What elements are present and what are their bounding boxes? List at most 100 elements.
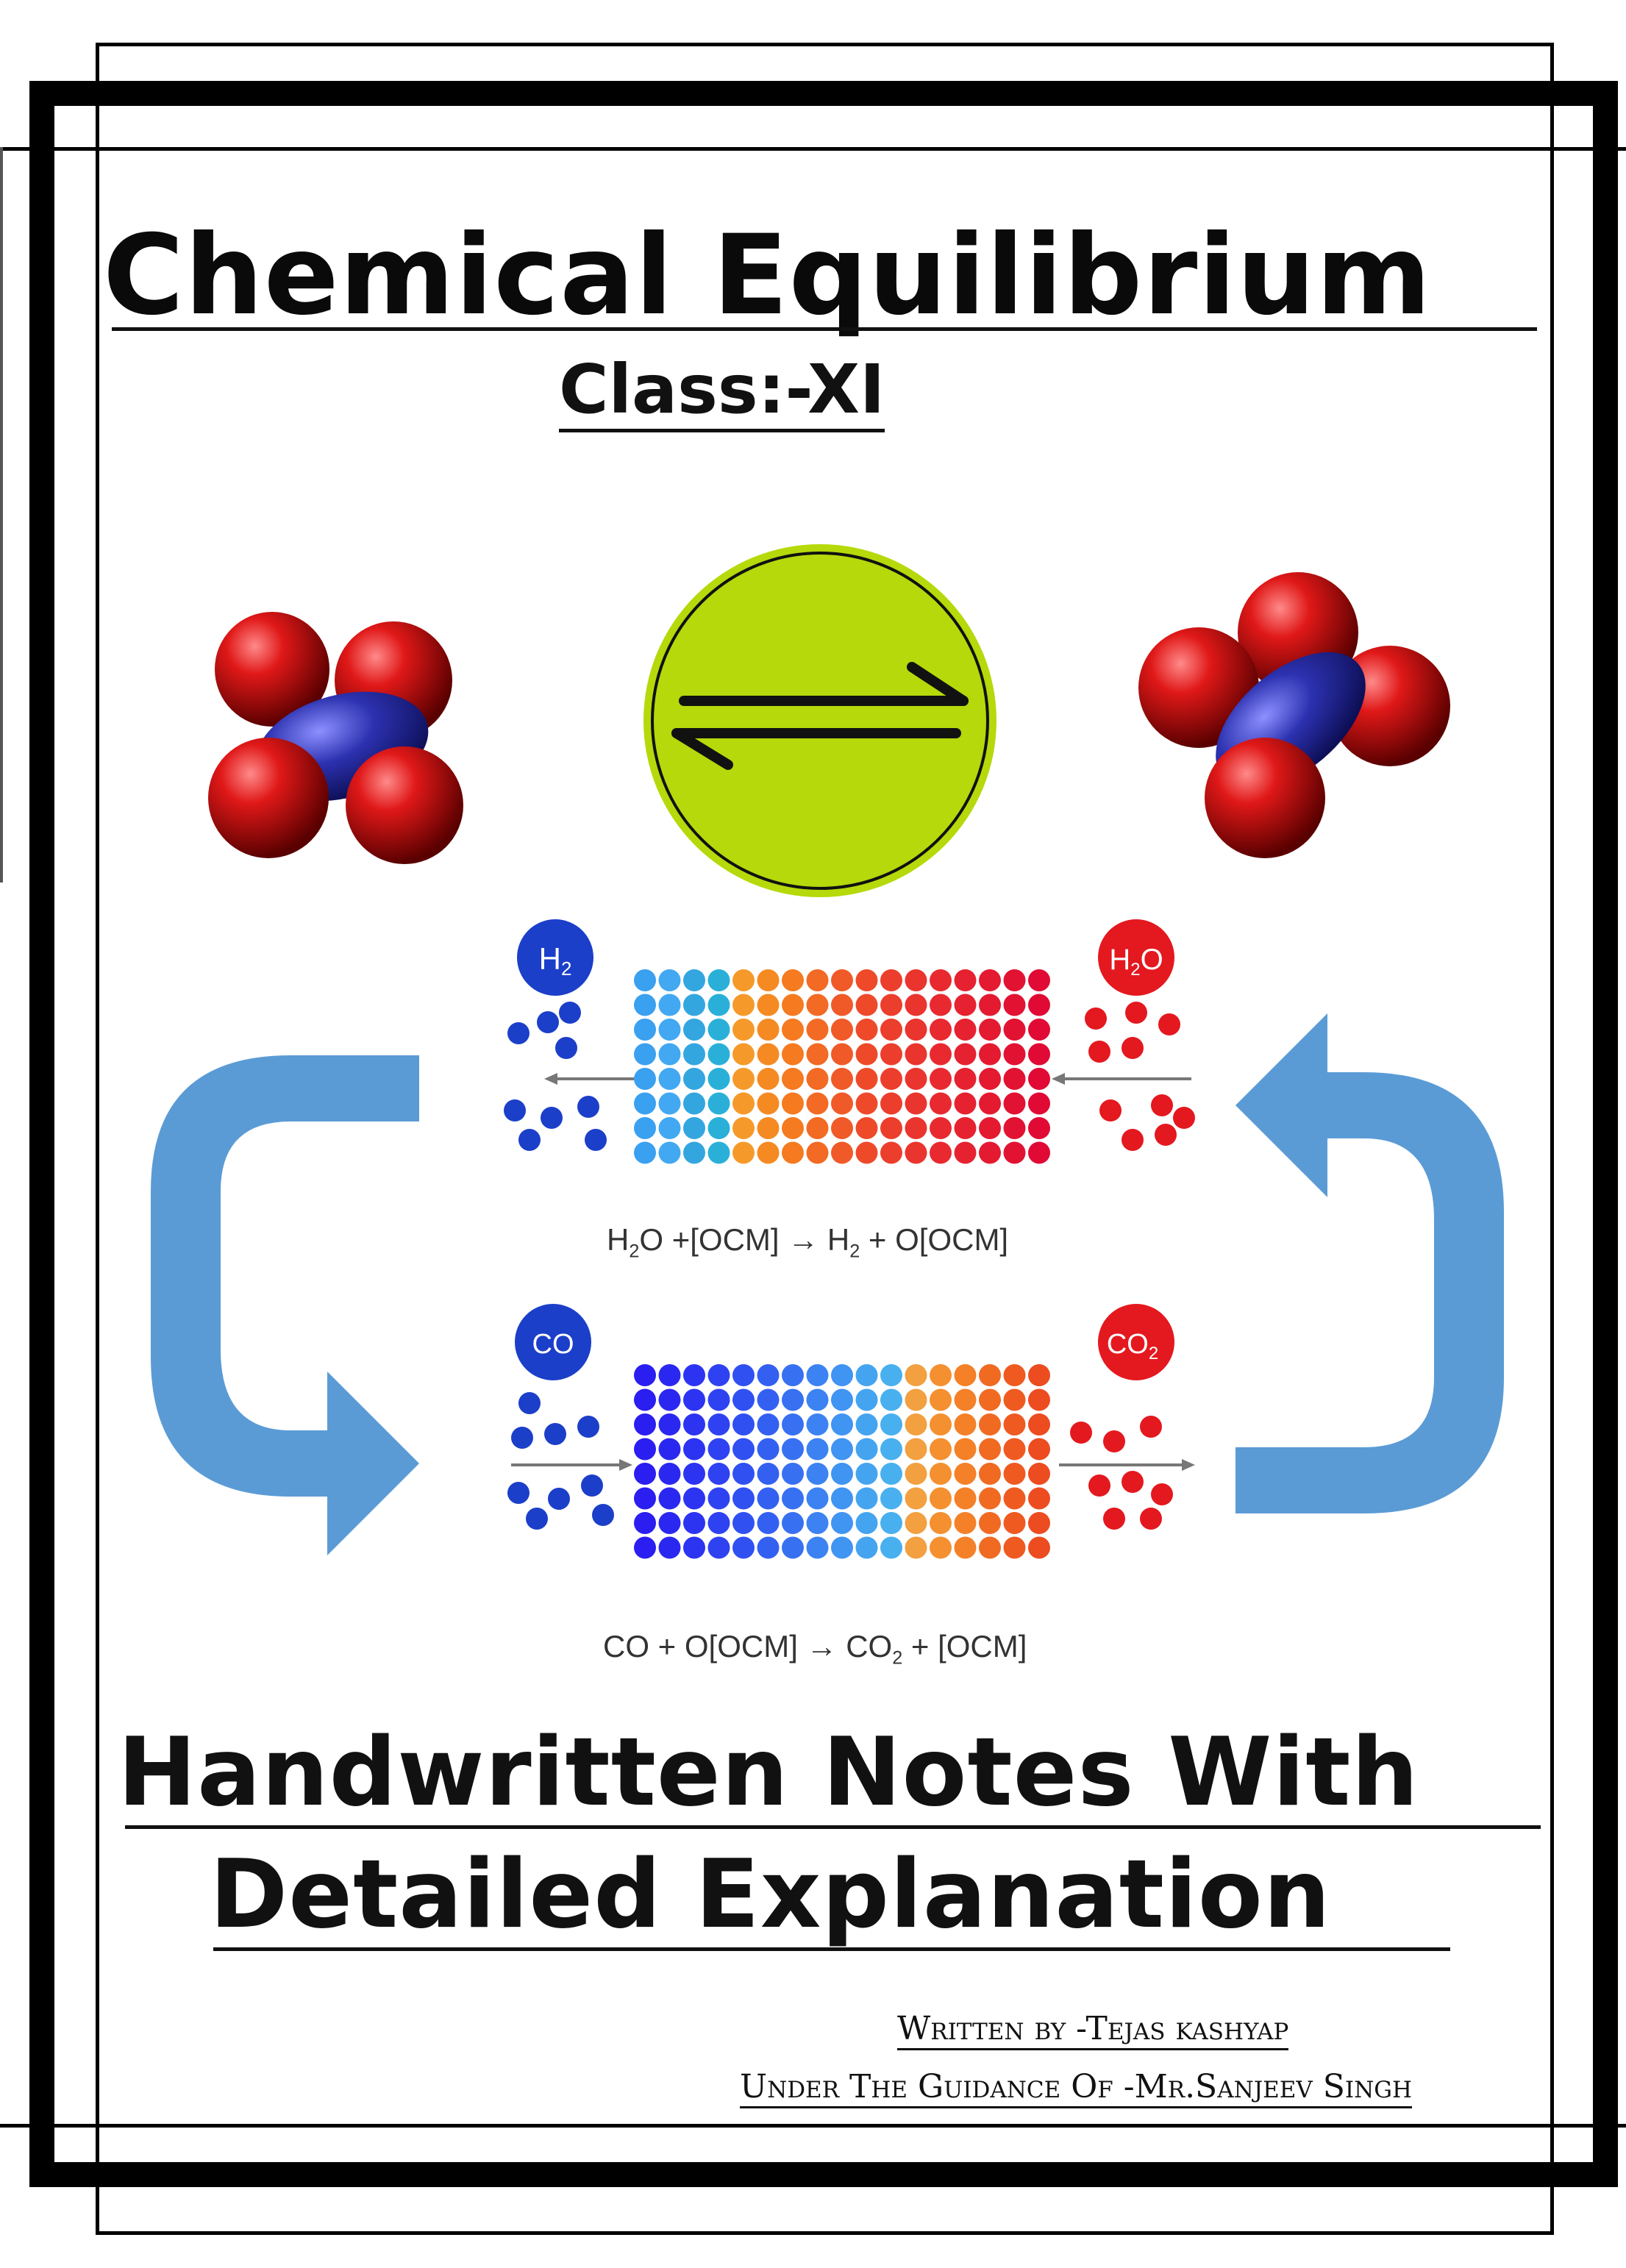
- grid-particle: [634, 969, 656, 991]
- grid-particle: [732, 1117, 755, 1139]
- grid-particle: [683, 1141, 705, 1164]
- grid-particle: [905, 1536, 927, 1559]
- grid-particle: [831, 1413, 853, 1436]
- grid-particle: [1003, 1438, 1026, 1461]
- grid-particle: [1028, 1487, 1050, 1510]
- grid-particle: [782, 1092, 804, 1115]
- grid-particle: [1028, 1438, 1050, 1461]
- grid-particle: [930, 1487, 952, 1510]
- grid-particle: [707, 1117, 730, 1139]
- grid-particle: [683, 1413, 705, 1436]
- grid-particle: [979, 1092, 1001, 1115]
- grid-particle: [634, 1388, 656, 1411]
- grid-particle: [1003, 1487, 1026, 1510]
- grid-particle: [634, 1117, 656, 1139]
- molecule-left-icon: [208, 612, 463, 864]
- grid-particle: [634, 1463, 656, 1485]
- grid-particle: [634, 1512, 656, 1534]
- grid-particle: [732, 1536, 755, 1559]
- frame-bottom-thin: [96, 2231, 1554, 2235]
- grid-particle: [757, 1438, 780, 1461]
- grid-particle: [757, 969, 780, 991]
- top-reaction-diagram: H2 H2O: [504, 919, 1195, 1164]
- headline-2-underline: [213, 1947, 1450, 1951]
- grid-particle: [757, 1068, 780, 1090]
- grid-particle: [1003, 1536, 1026, 1559]
- grid-particle: [831, 1141, 853, 1164]
- grid-particle: [855, 969, 878, 991]
- grid-particle: [954, 994, 977, 1016]
- grid-particle: [905, 1043, 927, 1066]
- grid-particle: [683, 1117, 705, 1139]
- grid-particle: [634, 1487, 656, 1510]
- grid-particle: [905, 1019, 927, 1041]
- top-particle-grid: [634, 969, 1050, 1164]
- grid-particle: [683, 1364, 705, 1386]
- grid-particle: [979, 1536, 1001, 1559]
- grid-particle: [782, 969, 804, 991]
- grid-particle: [930, 1536, 952, 1559]
- grid-particle: [880, 1141, 902, 1164]
- grid-particle: [707, 1413, 730, 1436]
- grid-particle: [683, 994, 705, 1016]
- bottom-reaction-diagram: CO CO2: [507, 1304, 1195, 1559]
- grid-particle: [979, 1388, 1001, 1411]
- grid-particle: [905, 1487, 927, 1510]
- grid-particle: [930, 1413, 952, 1436]
- grid-particle: [1028, 1536, 1050, 1559]
- grid-particle: [683, 1463, 705, 1485]
- grid-particle: [1028, 1512, 1050, 1534]
- grid-particle: [806, 1117, 829, 1139]
- molecule-right-icon: [1138, 572, 1450, 858]
- grid-particle: [683, 1388, 705, 1411]
- grid-particle: [683, 969, 705, 991]
- grid-particle: [806, 1463, 829, 1485]
- grid-particle: [658, 994, 681, 1016]
- grid-particle: [855, 994, 878, 1016]
- grid-particle: [806, 1536, 829, 1559]
- grid-particle: [806, 1438, 829, 1461]
- grid-particle: [1003, 969, 1026, 991]
- grid-particle: [930, 1043, 952, 1066]
- grid-particle: [880, 1019, 902, 1041]
- co2-particles: [1070, 1416, 1173, 1530]
- grid-particle: [732, 1413, 755, 1436]
- grid-particle: [1003, 1141, 1026, 1164]
- bottom-equation: CO + O[OCM] → CO2 + [OCM]: [603, 1629, 1027, 1669]
- grid-particle: [658, 1512, 681, 1534]
- headline-line-2: Detailed Explanation: [210, 1840, 1331, 1950]
- grid-particle: [1028, 1043, 1050, 1066]
- grid-particle: [831, 1512, 853, 1534]
- grid-particle: [782, 1413, 804, 1436]
- grid-particle: [658, 1019, 681, 1041]
- grid-particle: [683, 1068, 705, 1090]
- grid-particle: [1003, 994, 1026, 1016]
- grid-particle: [732, 969, 755, 991]
- grid-particle: [757, 1487, 780, 1510]
- grid-particle: [905, 1364, 927, 1386]
- grid-particle: [930, 1068, 952, 1090]
- grid-particle: [880, 1364, 902, 1386]
- grid-particle: [732, 1019, 755, 1041]
- grid-particle: [979, 1413, 1001, 1436]
- grid-particle: [905, 1092, 927, 1115]
- grid-particle: [954, 1092, 977, 1115]
- grid-particle: [880, 1536, 902, 1559]
- author-credit: Written by -Tejas kashyap: [897, 2010, 1289, 2050]
- grid-particle: [658, 1141, 681, 1164]
- grid-particle: [855, 1487, 878, 1510]
- grid-particle: [954, 1487, 977, 1510]
- grid-particle: [658, 1364, 681, 1386]
- grid-particle: [855, 1117, 878, 1139]
- grid-particle: [930, 1512, 952, 1534]
- grid-particle: [683, 1438, 705, 1461]
- grid-particle: [979, 1463, 1001, 1485]
- grid-particle: [707, 994, 730, 1016]
- grid-particle: [782, 1141, 804, 1164]
- grid-particle: [905, 1117, 927, 1139]
- grid-particle: [1028, 1092, 1050, 1115]
- grid-particle: [930, 1141, 952, 1164]
- grid-particle: [683, 1092, 705, 1115]
- grid-particle: [732, 1068, 755, 1090]
- h2-particles: [504, 1002, 607, 1151]
